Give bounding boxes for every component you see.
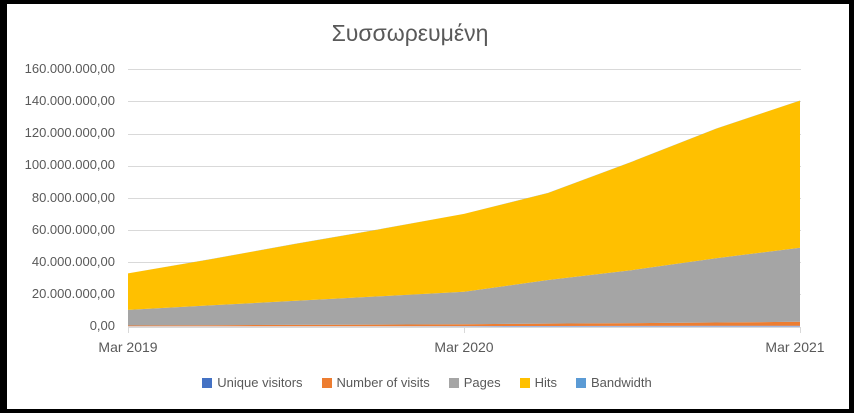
- y-axis-label: 0,00: [89, 318, 115, 333]
- area-series-pages: [128, 247, 800, 326]
- legend-item-unique-visitors: Unique visitors: [202, 375, 303, 391]
- legend-label: Number of visits: [336, 375, 430, 390]
- area-series-number-of-visits: [128, 321, 800, 327]
- y-axis-label: 100.000.000,00: [24, 157, 115, 172]
- legend-label: Hits: [534, 375, 557, 390]
- x-axis-tick: [464, 327, 465, 333]
- y-axis-label: 80.000.000,00: [31, 190, 115, 205]
- window-border-left: [0, 0, 7, 413]
- legend: Unique visitors Number of visits Pages H…: [0, 375, 854, 391]
- x-axis-label: Mar 2020: [434, 339, 494, 355]
- legend-marker-number-of-visits: [321, 378, 332, 388]
- window-border-right: [849, 0, 854, 413]
- y-axis-label: 140.000.000,00: [24, 93, 115, 108]
- legend-item-hits: Hits: [519, 375, 557, 391]
- legend-marker-bandwidth: [576, 378, 586, 388]
- chart-title: Συσσωρευμένη: [331, 20, 489, 46]
- area-series-hits: [128, 100, 800, 310]
- plot-area: [128, 69, 801, 327]
- legend-label: Unique visitors: [217, 375, 303, 390]
- legend-marker-hits: [519, 378, 530, 388]
- legend-item-pages: Pages: [448, 375, 501, 391]
- y-axis-label: 160.000.000,00: [24, 61, 115, 76]
- window-border-bottom: [0, 409, 854, 413]
- y-axis-label: 60.000.000,00: [31, 222, 115, 237]
- x-axis-label: Mar 2021: [765, 339, 825, 355]
- legend-label: Pages: [463, 375, 501, 390]
- window-border-top: [0, 0, 854, 4]
- x-axis-tick: [128, 327, 129, 333]
- y-axis-label: 40.000.000,00: [31, 254, 115, 269]
- legend-label: Bandwidth: [591, 375, 652, 390]
- y-axis-label: 20.000.000,00: [31, 286, 115, 301]
- y-axis-label: 120.000.000,00: [24, 125, 115, 140]
- legend-item-bandwidth: Bandwidth: [576, 375, 652, 391]
- x-axis-label: Mar 2019: [98, 339, 158, 355]
- legend-item-number-of-visits: Number of visits: [321, 375, 430, 391]
- legend-marker-unique-visitors: [202, 378, 213, 388]
- legend-marker-pages: [448, 378, 459, 388]
- x-axis-tick: [800, 327, 801, 333]
